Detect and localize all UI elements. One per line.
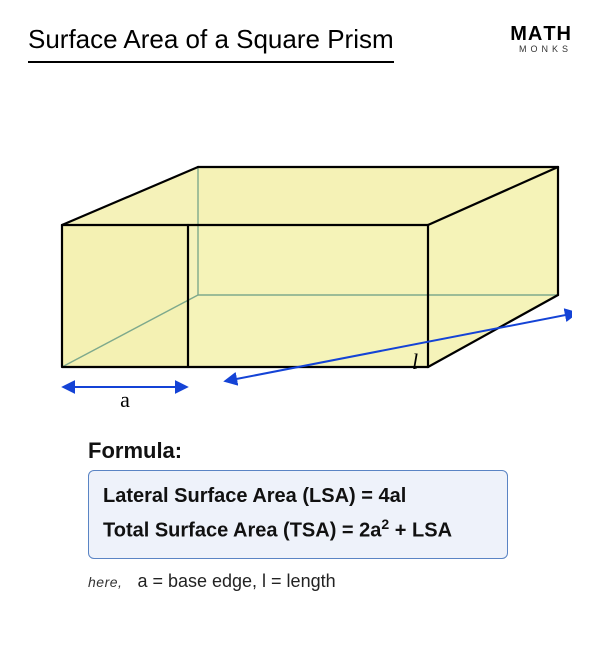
prism-diagram: al: [28, 75, 572, 420]
legend-here: here,: [88, 574, 122, 590]
tsa-prefix: Total Surface Area (TSA) = 2a: [103, 520, 381, 542]
logo-text-post: TH: [543, 23, 572, 45]
logo-text-a: A: [528, 24, 543, 44]
logo-text-pre: M: [510, 23, 528, 45]
legend-text: a = base edge, l = length: [137, 571, 335, 591]
tsa-suffix: + LSA: [389, 520, 452, 542]
formula-legend: here, a = base edge, l = length: [88, 571, 572, 592]
svg-text:l: l: [412, 349, 418, 374]
formula-tsa: Total Surface Area (TSA) = 2a2 + LSA: [103, 513, 493, 548]
formula-box: Lateral Surface Area (LSA) = 4al Total S…: [88, 470, 508, 559]
svg-text:a: a: [120, 387, 130, 412]
formula-heading: Formula:: [88, 438, 572, 464]
brand-logo: MATH MONKS: [510, 24, 572, 54]
formula-lsa: Lateral Surface Area (LSA) = 4al: [103, 479, 493, 513]
logo-subtext: MONKS: [510, 45, 572, 54]
page-title: Surface Area of a Square Prism: [28, 24, 394, 63]
